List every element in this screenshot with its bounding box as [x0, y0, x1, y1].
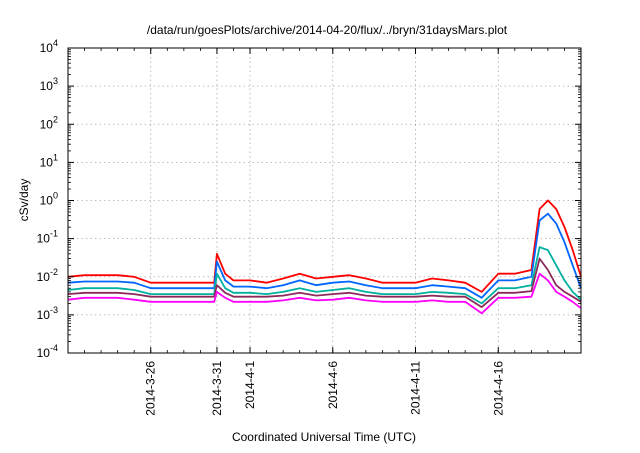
y-tick-label: 102 [40, 114, 58, 131]
series-line-2 [67, 212, 582, 299]
y-tick-label: 100 [40, 191, 58, 208]
y-tick-label: 10-4 [37, 343, 58, 360]
x-tick-label: 2014-4-1 [243, 361, 257, 409]
y-tick-label: 101 [40, 152, 58, 169]
y-tick-label: 104 [40, 38, 58, 55]
grid-layer [68, 48, 581, 353]
x-tick-label: 2014-3-26 [144, 361, 158, 416]
y-tick-label: 103 [40, 76, 58, 93]
tick-layer: 10-4 10-3 10-2 10-1 100 101 102 103 104 2014-3-26… [37, 38, 582, 416]
y-tick-label: 10-2 [37, 267, 58, 284]
x-tick-label: 2014-3-31 [210, 361, 224, 416]
y-tick-label: 10-3 [37, 305, 58, 322]
y-axis-label: cSv/day [17, 179, 31, 222]
series-layer [67, 199, 582, 315]
chart-title: /data/run/goesPlots/archive/2014-04-20/f… [147, 23, 508, 37]
series-line-5 [67, 272, 582, 315]
y-tick-label: 10-1 [37, 229, 58, 246]
x-tick-label: 2014-4-16 [491, 361, 505, 416]
x-axis-label: Coordinated Universal Time (UTC) [232, 430, 416, 444]
x-tick-label: 2014-4-11 [409, 361, 423, 415]
x-tick-label: 2014-4-6 [326, 361, 340, 409]
series-line-4 [67, 257, 582, 308]
series-line-1 [67, 199, 582, 293]
series-line-3 [67, 246, 582, 305]
